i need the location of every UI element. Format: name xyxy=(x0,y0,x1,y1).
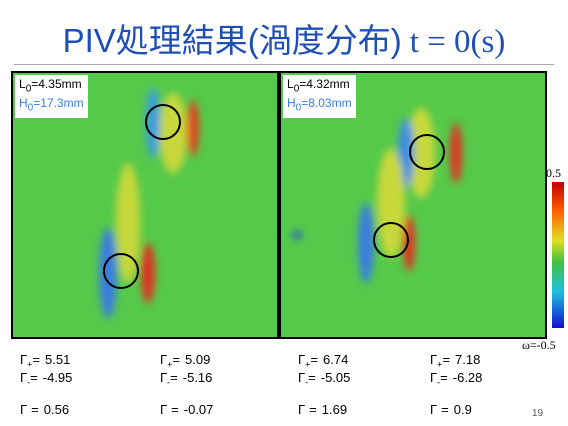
equals: = xyxy=(32,352,40,367)
circulation-total: Γ = 1.69 xyxy=(298,402,347,417)
circulation-plus: Γ+=5.51 xyxy=(20,352,70,370)
rule xyxy=(14,64,554,65)
colorbar-min: ω=-0.5 xyxy=(522,338,556,353)
circulation-value: -4.95 xyxy=(43,370,73,385)
circulation-minus: Γ-=-6.28 xyxy=(430,370,482,388)
equals: = xyxy=(309,402,317,417)
h-symbol: H xyxy=(287,96,296,110)
circulation-value: 5.51 xyxy=(45,352,70,367)
l-value: =4.35mm xyxy=(31,77,81,91)
l-value: =4.32mm xyxy=(299,77,349,91)
equals: = xyxy=(170,370,178,385)
circulation-value: 1.69 xyxy=(322,402,347,417)
panel-label: L0=4.32mm H0=8.03mm xyxy=(283,75,356,118)
equals: = xyxy=(31,402,39,417)
h-symbol: H xyxy=(19,96,28,110)
l-symbol: L xyxy=(19,77,26,91)
title-time: t = 0(s) xyxy=(410,24,506,60)
gamma-symbol: Γ xyxy=(298,402,305,417)
gamma-symbol: Γ xyxy=(160,402,167,417)
circulation-plus: Γ+=6.74 xyxy=(298,352,348,370)
circulation-value: 5.09 xyxy=(185,352,210,367)
circulation-total: Γ = 0.56 xyxy=(20,402,69,417)
circulation-value: -0.07 xyxy=(184,402,214,417)
equals: = xyxy=(308,370,316,385)
equals: = xyxy=(172,352,180,367)
circulation-value: 6.74 xyxy=(323,352,348,367)
equals: = xyxy=(442,352,450,367)
circulation-value: 0.9 xyxy=(454,402,472,417)
circulation-plus: Γ+=7.18 xyxy=(430,352,480,370)
h-value: =17.3mm xyxy=(33,96,83,110)
slide: PIV処理結果(渦度分布)t = 0(s) L0=4.35mm H0=17.3m… xyxy=(0,0,568,426)
equals: = xyxy=(30,370,38,385)
page-number: 19 xyxy=(532,408,543,419)
circulation-value: -6.28 xyxy=(453,370,483,385)
l-symbol: L xyxy=(287,77,294,91)
circulation-value: -5.16 xyxy=(183,370,213,385)
equals: = xyxy=(441,402,449,417)
circulation-total: Γ = 0.9 xyxy=(430,402,472,417)
circulation-total: Γ = -0.07 xyxy=(160,402,213,417)
equals: = xyxy=(310,352,318,367)
colorbar-max: 0.5 xyxy=(546,166,561,181)
circulation-minus: Γ-=-4.95 xyxy=(20,370,72,388)
circulation-minus: Γ-=-5.05 xyxy=(298,370,350,388)
h-value: =8.03mm xyxy=(301,96,351,110)
circulation-value: 7.18 xyxy=(455,352,480,367)
colorbar xyxy=(552,182,564,328)
circulation-minus: Γ-=-5.16 xyxy=(160,370,212,388)
circulation-value: 0.56 xyxy=(44,402,69,417)
gamma-symbol: Γ xyxy=(20,402,27,417)
equals: = xyxy=(440,370,448,385)
circulation-value: -5.05 xyxy=(321,370,351,385)
gamma-symbol: Γ xyxy=(430,402,437,417)
vorticity-panel: L0=4.35mm H0=17.3mm xyxy=(11,71,279,339)
panel-label: L0=4.35mm H0=17.3mm xyxy=(15,75,88,118)
title: PIV処理結果(渦度分布)t = 0(s) xyxy=(0,14,568,62)
equals: = xyxy=(171,402,179,417)
title-main: PIV処理結果(渦度分布) xyxy=(63,22,402,59)
vorticity-panel: L0=4.32mm H0=8.03mm xyxy=(279,71,547,339)
circulation-plus: Γ+=5.09 xyxy=(160,352,210,370)
